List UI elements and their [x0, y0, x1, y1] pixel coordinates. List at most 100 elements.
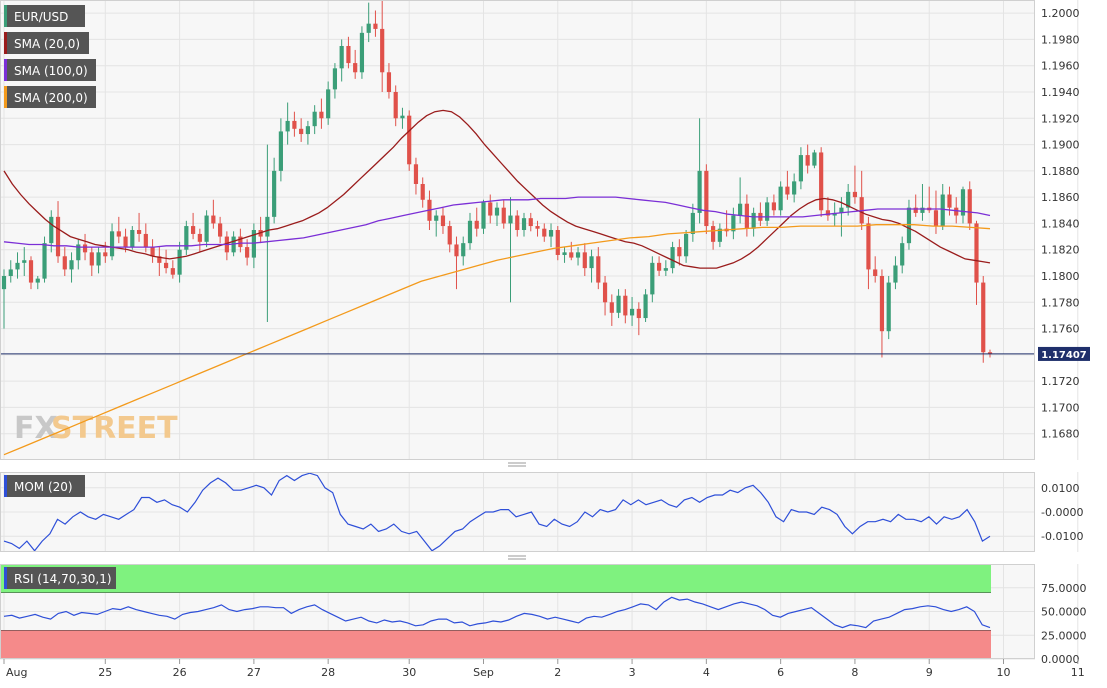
legend-sma200[interactable]: SMA (200,0) — [4, 86, 96, 108]
candle-body — [663, 268, 668, 271]
mom-line — [3, 472, 991, 552]
candle-body — [1, 276, 7, 290]
candle-body — [143, 233, 148, 248]
candle-body — [650, 262, 655, 295]
rsi-line — [3, 596, 991, 629]
candle-body — [697, 170, 702, 213]
candle-body — [819, 152, 824, 211]
candlestick-series — [1, 0, 993, 363]
candle-body — [130, 230, 135, 248]
price-tick-label: 1.1940 — [1041, 86, 1080, 99]
price-tick-label: 1.1780 — [1041, 296, 1080, 309]
sma100-label: SMA (100,0) — [14, 64, 88, 78]
x-tick-label: 2 — [554, 666, 561, 679]
candle-body — [272, 170, 277, 217]
x-tick-label: 10 — [997, 666, 1011, 679]
candle-body — [913, 207, 918, 213]
candle-body — [373, 23, 378, 29]
candle-body — [711, 226, 716, 242]
candle-body — [197, 233, 202, 242]
mom-label: MOM (20) — [14, 480, 73, 494]
candle-body — [440, 215, 446, 227]
candle-body — [245, 247, 250, 258]
candle-body — [528, 218, 533, 227]
candle-body — [474, 220, 479, 229]
candle-body — [454, 244, 459, 257]
legend-sma100[interactable]: SMA (100,0) — [4, 59, 96, 81]
x-tick-label: 3 — [629, 666, 636, 679]
candle-body — [515, 215, 520, 230]
candle-body — [839, 207, 844, 213]
candle-body — [393, 92, 398, 119]
sma200-line — [3, 224, 991, 456]
legend-rsi[interactable]: RSI (14,70,30,1) — [4, 567, 116, 589]
rsi-overbought-zone — [0, 564, 991, 593]
candle-body — [940, 194, 945, 227]
candle-body — [103, 252, 108, 257]
candle-body — [285, 120, 290, 132]
candle-body — [582, 252, 587, 269]
x-tick-label: 28 — [321, 666, 335, 679]
candle-body — [879, 276, 885, 332]
candle-body — [832, 212, 837, 216]
rsi-tick-label: 25.0000 — [1041, 629, 1087, 642]
candle-body — [602, 282, 608, 303]
mom-tick-label: -0.0100 — [1041, 530, 1083, 543]
candle-body — [346, 46, 351, 64]
candle-body — [35, 278, 40, 283]
candle-body — [812, 152, 817, 166]
candle-body — [413, 164, 419, 184]
rsi-oversold-zone — [0, 630, 991, 659]
legend-mom[interactable]: MOM (20) — [4, 475, 85, 497]
candle-body — [170, 268, 175, 275]
price-tick-label: 1.1760 — [1041, 323, 1080, 336]
x-tick-label: 9 — [926, 666, 933, 679]
legend-instrument[interactable]: EUR/USD — [4, 5, 85, 27]
candle-body — [717, 228, 722, 242]
panel-resize-handle-1[interactable] — [508, 462, 526, 467]
candle-body — [656, 262, 662, 271]
x-tick-label: 30 — [402, 666, 416, 679]
candle-body — [947, 194, 952, 208]
candle-body — [278, 131, 283, 171]
rsi-panel-border — [0, 564, 1035, 659]
candle-body — [251, 230, 256, 258]
candle-body — [177, 249, 182, 275]
candle-body — [89, 252, 94, 266]
price-tick-label: 1.1980 — [1041, 33, 1080, 46]
price-tick-label: 1.1960 — [1041, 60, 1080, 73]
rsi-label: RSI (14,70,30,1) — [14, 572, 112, 586]
instrument-label: EUR/USD — [14, 10, 68, 24]
candle-body — [82, 244, 88, 253]
candle-body — [123, 236, 128, 248]
candle-body — [555, 230, 560, 255]
legend-sma20[interactable]: SMA (20,0) — [4, 32, 89, 54]
rsi-y-axis: 75.0000 50.0000 25.0000 0.0000 — [1041, 582, 1087, 666]
panel-resize-handle-2[interactable] — [508, 555, 526, 560]
candle-body — [785, 186, 790, 195]
sma20-line — [3, 109, 991, 269]
candle-body — [265, 216, 270, 237]
candle-body — [731, 215, 736, 232]
candle-body — [805, 155, 810, 166]
candle-body — [55, 216, 61, 257]
current-price-tag: 1.17407 — [1038, 346, 1090, 361]
candle-body — [508, 215, 513, 224]
candle-body — [150, 247, 155, 257]
candle-body — [771, 202, 776, 211]
candle-body — [933, 210, 939, 227]
candle-body — [575, 252, 581, 258]
mom-panel-border — [0, 472, 1035, 552]
candle-body — [136, 230, 142, 234]
candle-body — [49, 216, 54, 244]
candle-body — [616, 295, 621, 313]
candle-body — [467, 220, 473, 244]
candle-body — [542, 228, 547, 237]
candle-body — [960, 189, 966, 216]
price-tick-label: 1.1680 — [1041, 428, 1080, 441]
candle-body — [852, 191, 858, 198]
candle-body — [866, 223, 871, 270]
candle-body — [359, 32, 365, 73]
